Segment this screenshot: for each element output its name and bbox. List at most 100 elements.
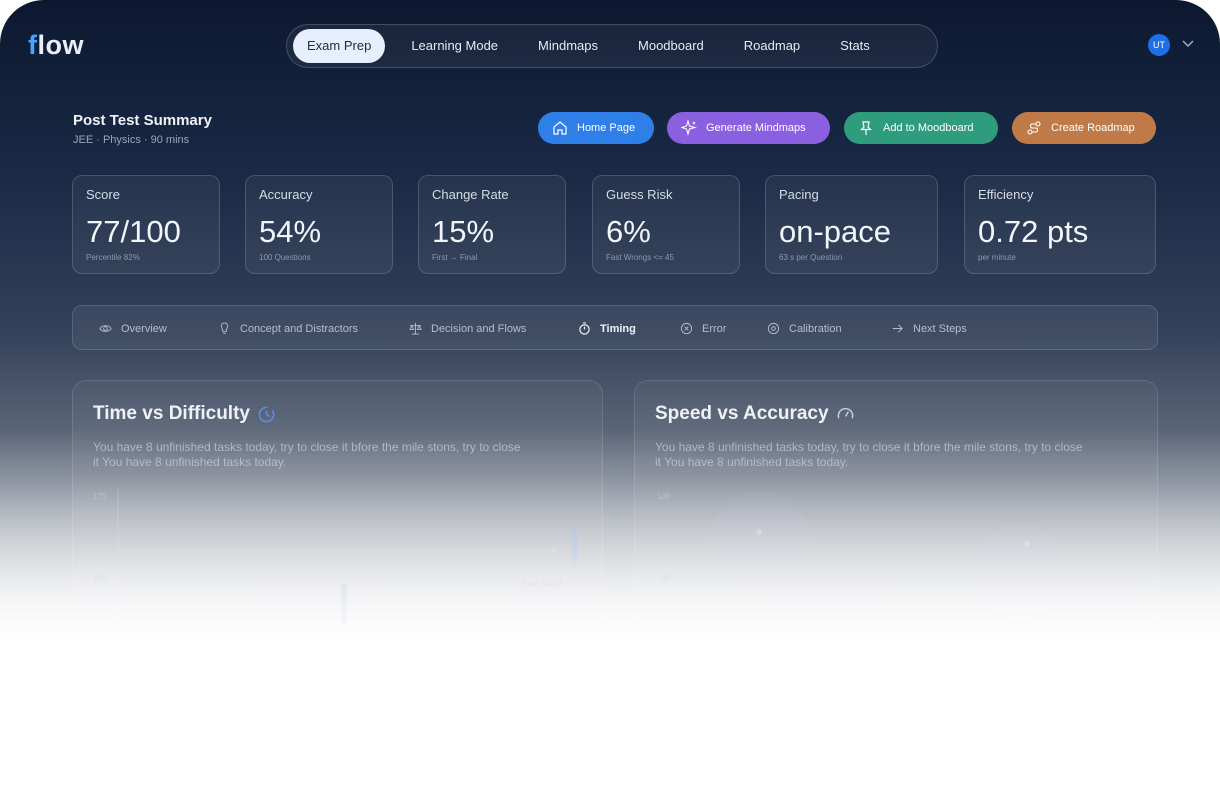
nav-tab-roadmap[interactable]: Roadmap bbox=[743, 38, 801, 53]
home-page-label: Home Page bbox=[577, 122, 636, 134]
add-to-moodboard-label: Add to Moodboard bbox=[883, 122, 974, 134]
cluster-halo bbox=[970, 524, 1070, 624]
stat-card-change-rate: Change Rate 15% First → Final bbox=[418, 175, 566, 274]
gauge-icon bbox=[837, 407, 853, 419]
generate-mindmaps-label: Generate Mindmaps bbox=[706, 122, 806, 134]
nav-tab-moodboard[interactable]: Moodboard bbox=[638, 38, 704, 53]
panel-title-text: Speed vs Accuracy bbox=[655, 403, 829, 424]
chevron-down-icon[interactable] bbox=[1181, 36, 1195, 50]
tab-overview[interactable]: Overview bbox=[99, 306, 167, 351]
stat-value: 77/100 bbox=[86, 214, 181, 249]
stat-value: 0.72 pts bbox=[978, 214, 1089, 249]
stat-sub: 100 Questions bbox=[259, 253, 311, 262]
error-icon bbox=[680, 322, 693, 335]
time-chart-plot bbox=[117, 489, 578, 629]
scatter-point bbox=[1024, 541, 1030, 547]
bar-mark bbox=[341, 584, 347, 624]
stat-card-guess-risk: Guess Risk 6% Fast Wrongs <= 45 bbox=[592, 175, 740, 274]
cluster-halo bbox=[708, 492, 812, 596]
stat-label: Pacing bbox=[779, 187, 819, 202]
panel-time-vs-difficulty: Time vs Difficulty You have 8 unfinished… bbox=[72, 380, 603, 640]
pin-icon bbox=[860, 121, 872, 135]
panel-description: You have 8 unfinished tasks today, try t… bbox=[93, 440, 521, 469]
tab-calibration[interactable]: Calibration bbox=[767, 306, 842, 351]
panel-speed-vs-accuracy: Speed vs Accuracy You have 8 unfinished … bbox=[634, 380, 1158, 640]
tab-label: Next Steps bbox=[913, 322, 967, 335]
panel-title: Speed vs Accuracy bbox=[655, 403, 855, 425]
scale-icon bbox=[409, 322, 422, 335]
stat-label: Guess Risk bbox=[606, 187, 673, 202]
stat-sub: Percentile 82% bbox=[86, 253, 140, 262]
stat-card-pacing: Pacing on-pace 63 s per Question bbox=[765, 175, 938, 274]
y-tick: 50 bbox=[661, 574, 670, 583]
tab-timing[interactable]: Timing bbox=[578, 306, 636, 351]
tab-label: Timing bbox=[600, 322, 636, 335]
arrow-right-icon bbox=[892, 324, 903, 333]
nav-tab-mindmaps[interactable]: Mindmaps bbox=[538, 38, 599, 53]
tab-next-steps[interactable]: Next Steps bbox=[891, 306, 967, 351]
stat-label: Change Rate bbox=[432, 187, 509, 202]
create-roadmap-label: Create Roadmap bbox=[1051, 122, 1135, 134]
y-tick: 105 bbox=[93, 574, 107, 583]
stat-label: Efficiency bbox=[978, 187, 1034, 202]
stat-sub: First → Final bbox=[432, 253, 478, 262]
add-to-moodboard-button[interactable]: Add to Moodboard bbox=[844, 112, 998, 144]
y-tick: 75 bbox=[661, 534, 670, 543]
nav-tab-learning-mode[interactable]: Learning Mode bbox=[411, 38, 499, 53]
tab-label: Error bbox=[702, 322, 727, 335]
stat-value: 54% bbox=[259, 214, 322, 249]
nav-tab-stats[interactable]: Stats bbox=[840, 38, 870, 53]
app-logo[interactable]: flow bbox=[28, 30, 84, 61]
home-page-button[interactable]: Home Page bbox=[538, 112, 654, 144]
nav-tab-exam-prep[interactable]: Exam Prep bbox=[293, 29, 386, 63]
y-tick: 140 bbox=[93, 534, 107, 543]
panel-title-text: Time vs Difficulty bbox=[93, 403, 250, 424]
user-avatar[interactable]: UT bbox=[1148, 34, 1170, 56]
scatter-point bbox=[935, 597, 941, 603]
stopwatch-icon bbox=[579, 322, 590, 335]
stat-value: 6% bbox=[606, 214, 651, 249]
stat-card-score: Score 77/100 Percentile 82% bbox=[72, 175, 220, 274]
page-title: Post Test Summary bbox=[73, 112, 212, 129]
stat-label: Score bbox=[86, 187, 120, 202]
eye-icon bbox=[99, 325, 112, 332]
y-tick: 175 bbox=[93, 492, 107, 501]
tab-concept-and-distractors[interactable]: Concept and Distractors bbox=[218, 306, 358, 351]
stat-sub: per minute bbox=[978, 253, 1016, 262]
tab-error[interactable]: Error bbox=[680, 306, 726, 351]
stat-label: Accuracy bbox=[259, 187, 313, 202]
panel-description: You have 8 unfinished tasks today, try t… bbox=[655, 440, 1083, 469]
clock-history-icon bbox=[258, 406, 275, 422]
stat-card-accuracy: Accuracy 54% 100 Questions bbox=[245, 175, 393, 274]
tab-label: Decision and Flows bbox=[431, 322, 527, 335]
sparkle-icon bbox=[681, 120, 697, 136]
stat-value: 15% bbox=[432, 214, 495, 249]
scatter-point bbox=[756, 529, 762, 535]
tab-label: Calibration bbox=[789, 322, 842, 335]
home-icon bbox=[553, 121, 567, 135]
stat-sub: 63 s per Question bbox=[779, 253, 843, 262]
logo-rest: low bbox=[37, 30, 84, 60]
tab-label: Overview bbox=[121, 322, 167, 335]
roadmap-icon bbox=[1027, 121, 1041, 135]
bar-mark bbox=[572, 531, 578, 561]
target-icon bbox=[767, 322, 780, 335]
create-roadmap-button[interactable]: Create Roadmap bbox=[1012, 112, 1156, 144]
generate-mindmaps-button[interactable]: Generate Mindmaps bbox=[667, 112, 830, 144]
stat-card-efficiency: Efficiency 0.72 pts per minute bbox=[964, 175, 1156, 274]
speed-chart-plot bbox=[708, 492, 1070, 624]
panel-title: Time vs Difficulty bbox=[93, 403, 276, 425]
tab-decision-and-flows[interactable]: Decision and Flows bbox=[409, 306, 526, 351]
logo-accent: f bbox=[28, 30, 38, 60]
tab-label: Concept and Distractors bbox=[240, 322, 358, 335]
stat-value: on-pace bbox=[779, 214, 892, 249]
top-nav: Exam Prep Learning Mode Mindmaps Moodboa… bbox=[286, 24, 938, 68]
y-tick: 100 bbox=[657, 492, 671, 501]
section-tabs: Overview Concept and Distractors Decisio… bbox=[72, 305, 1158, 350]
bulb-icon bbox=[220, 322, 229, 334]
reference-point bbox=[550, 547, 556, 553]
page-subtitle: JEE · Physics · 90 mins bbox=[73, 134, 190, 146]
stat-sub: Fast Wrongs <= 45 bbox=[606, 253, 674, 262]
legend-note: Time Spent bbox=[521, 579, 562, 588]
